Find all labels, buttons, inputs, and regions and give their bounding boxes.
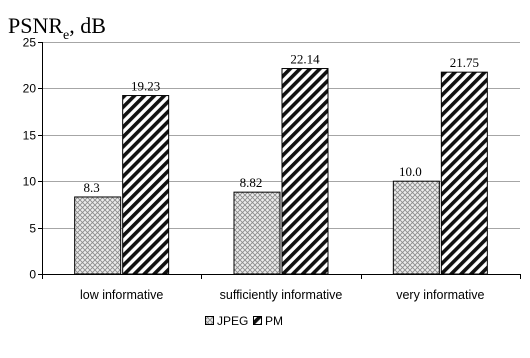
x-tick-label-2: sufficiently informative — [220, 288, 343, 302]
legend-label-pm: PM — [265, 314, 283, 328]
y-tick-label-0: 0 — [29, 268, 36, 282]
x-tick-label-3: very informative — [396, 288, 484, 302]
bar-pm-1 — [122, 95, 170, 275]
data-label-pm-2: 22.14 — [290, 52, 320, 67]
x-tick-label-1: low informative — [80, 288, 163, 302]
gridlines — [42, 42, 520, 229]
y-tick-label-25: 25 — [23, 36, 37, 50]
data-label-pm-1: 19.23 — [131, 79, 160, 94]
bar-jpeg-1 — [74, 196, 122, 275]
data-labels: 8.3 19.23 8.82 22.14 10.0 21.75 — [84, 52, 479, 195]
data-label-pm-3: 21.75 — [450, 55, 479, 70]
axes: 0 5 10 15 20 25 low informative sufficiently in… — [23, 36, 521, 302]
legend: JPEG PM — [205, 314, 283, 328]
data-label-jpeg-2: 8.82 — [240, 175, 263, 190]
y-tick-label-5: 5 — [29, 222, 36, 236]
legend-swatch-jpeg — [205, 316, 214, 325]
bar-jpeg-2 — [233, 191, 281, 275]
legend-label-jpeg: JPEG — [217, 314, 248, 328]
bar-jpeg-3 — [392, 180, 440, 275]
data-label-jpeg-3: 10.0 — [399, 164, 422, 179]
bars — [74, 68, 488, 275]
data-label-jpeg-1: 8.3 — [84, 180, 100, 195]
legend-swatch-pm — [253, 316, 262, 325]
bar-pm-3 — [440, 71, 488, 275]
y-tick-label-20: 20 — [23, 82, 37, 96]
y-tick-label-15: 15 — [23, 129, 37, 143]
y-axis-title: PSNRe, dB — [8, 13, 106, 43]
bar-pm-2 — [281, 68, 329, 275]
y-tick-label-10: 10 — [23, 175, 37, 189]
